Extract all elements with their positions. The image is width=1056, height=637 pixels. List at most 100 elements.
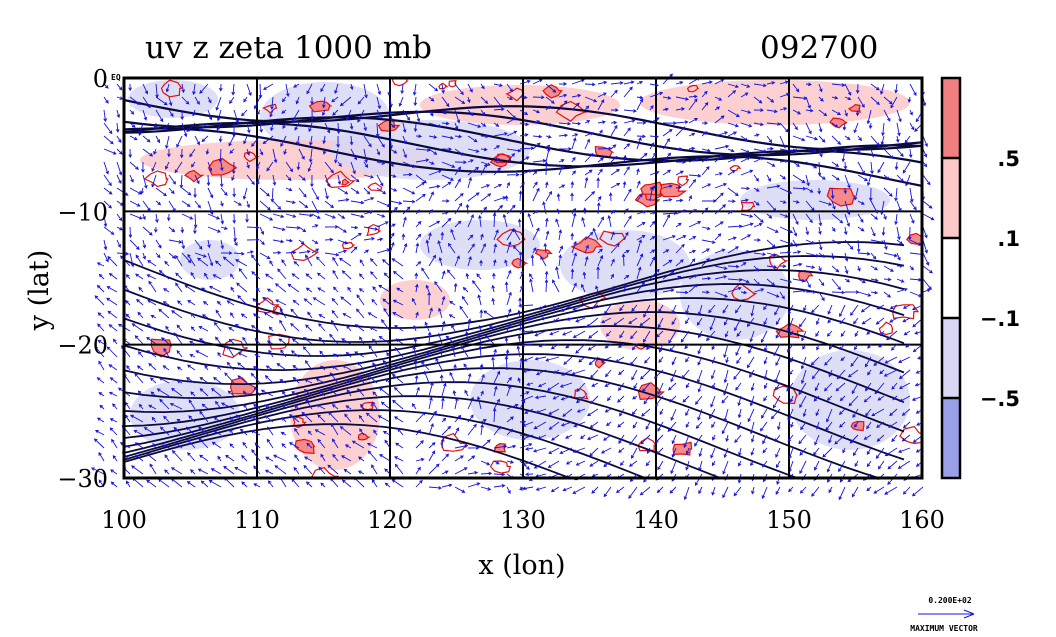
wind-vector [603,486,612,498]
wind-vector [454,83,464,96]
wind-vector [818,278,825,287]
wind-vector [389,187,398,192]
wind-vector [733,486,742,497]
zeta-contour [677,175,690,187]
wind-vector [551,304,560,309]
wind-vector [504,281,509,293]
wind-vector [889,408,898,417]
wind-vector [818,174,826,180]
wind-vector [545,356,560,362]
wind-vector [317,414,326,423]
wind-vector [753,252,767,257]
wind-vector [896,278,905,283]
wind-vector [559,447,573,455]
wind-vector [415,440,424,449]
wind-vector [803,304,807,312]
wind-vector [597,216,604,228]
wind-vector [545,122,553,127]
wind-vector [310,109,314,120]
height-contour [124,204,905,357]
wind-vector [766,161,776,167]
wind-vector [235,259,248,267]
wind-vector [367,450,378,462]
wind-vector [204,272,209,280]
wind-vector [454,148,465,156]
wind-vector [701,90,708,98]
wind-vector [589,395,599,405]
wind-vector [389,96,393,108]
wind-vector [467,455,476,462]
wind-vector [540,255,547,267]
wind-vector [831,213,844,224]
wind-vector [532,95,545,100]
wind-vector [428,423,434,436]
wind-vector [219,174,224,188]
wind-vector [218,135,223,143]
wind-vector [103,109,108,123]
wind-vector [788,369,794,376]
wind-vector [519,156,530,163]
colorbar-segment [942,318,960,398]
wind-vector [428,83,439,92]
wind-vector [185,426,196,436]
wind-vector [233,226,238,242]
wind-vector [441,217,452,228]
wind-vector [424,321,430,332]
wind-vector [779,278,793,284]
wind-vector [753,174,759,182]
wind-vector [896,239,904,245]
wind-vector [711,343,716,351]
wind-vector [572,486,586,494]
wind-vector [857,251,871,256]
wind-vector [129,252,135,268]
wind-vector [774,304,781,316]
wind-vector [714,204,727,215]
wind-vector [168,187,175,195]
wind-vector [591,486,599,494]
wind-vector [478,345,483,358]
wind-vector [710,447,716,459]
wind-vector [688,236,697,241]
wind-vector [363,83,368,99]
zeta-contour [377,119,401,132]
wind-vector [389,148,398,154]
wind-vector [259,200,271,211]
wind-vector [527,213,534,228]
wind-vector [194,200,202,209]
wind-vector [415,148,431,152]
wind-vector [850,356,859,367]
wind-vector [285,250,297,255]
colorbar-frame [940,76,962,480]
wind-vector [571,170,577,176]
wind-vector [857,291,872,297]
wind-vector [318,337,326,345]
wind-vector [116,213,123,222]
wind-vector [683,434,690,449]
wind-vector [477,333,482,345]
wind-vector [831,109,842,115]
wind-vector [411,403,417,410]
wind-vector [610,124,618,137]
wind-vector [879,330,885,337]
wind-vector [129,135,138,141]
wind-vector [843,161,848,170]
wind-vector [631,369,638,381]
wind-vector [479,309,484,319]
wind-vector [168,174,176,185]
wind-vector [215,336,222,345]
wind-vector [294,122,300,131]
wind-vector [880,200,885,216]
wind-vector [311,224,319,228]
wind-vector [295,96,300,105]
x-tick-label: 130 [500,506,546,534]
wind-vector [617,395,625,403]
wind-vector [623,250,630,254]
wind-vector [560,395,573,401]
wind-vector [256,161,261,171]
wind-vector [792,186,807,191]
wind-vector [522,369,534,373]
wind-vector [685,304,690,315]
wind-vector [701,183,712,189]
zeta-region [680,250,790,340]
wind-vector [263,312,274,319]
